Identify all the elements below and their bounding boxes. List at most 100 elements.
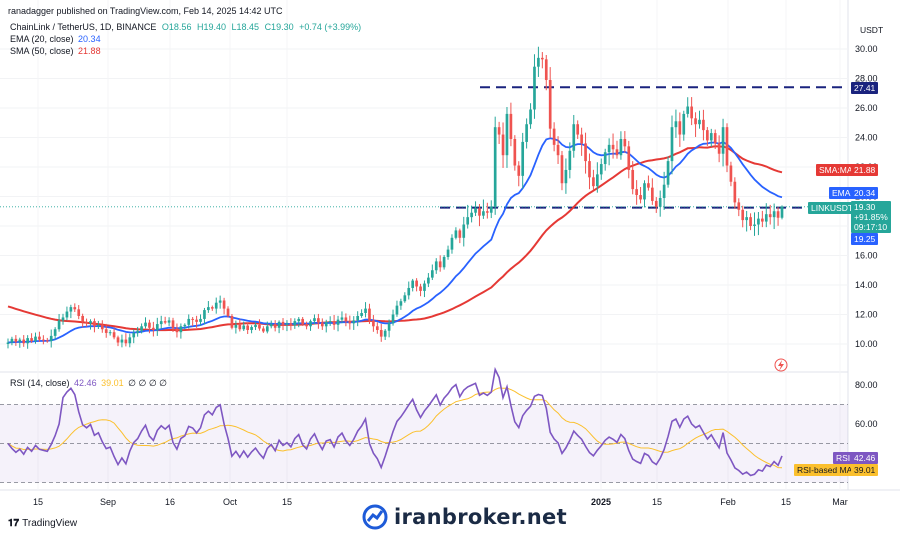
candle-body [446, 249, 450, 257]
candle-body [277, 321, 281, 328]
candle-body [670, 127, 674, 162]
candle-body [568, 150, 572, 170]
candle-body [383, 330, 387, 337]
alert-bolt-shape [778, 360, 784, 371]
candle-body [340, 317, 344, 320]
candle-body [517, 165, 521, 176]
candle-body [281, 321, 285, 325]
candle-body [540, 57, 544, 60]
candle-body [14, 338, 18, 342]
price-tick-label: 26.00 [855, 103, 878, 113]
candle-body [360, 313, 363, 316]
candle-body [320, 322, 324, 327]
candle-body [258, 324, 261, 329]
candle-body [22, 339, 26, 344]
candle-body [183, 324, 187, 327]
ema-name-tag: EMA [829, 187, 854, 199]
candle-body [753, 224, 756, 226]
candle-body [706, 130, 709, 141]
candle-body [124, 339, 128, 344]
candle-body [30, 338, 33, 342]
candle-body [623, 138, 627, 147]
candle-body [328, 321, 332, 323]
candle-body [289, 323, 293, 326]
candle-body [171, 320, 175, 329]
candle-body [112, 332, 116, 338]
candle-body [411, 280, 415, 288]
candle-body [309, 321, 312, 327]
candle-body [61, 317, 65, 321]
candle-body [466, 217, 470, 225]
candle-body [709, 133, 713, 141]
rsi-path [7, 366, 783, 477]
time-tick-label: Mar [832, 497, 848, 507]
candle-body [415, 280, 418, 287]
sma-legend: SMA (50, close) 21.88 [10, 46, 101, 56]
candle-body [651, 187, 654, 201]
rsi-price-tag: 42.46 [851, 452, 879, 464]
candle-body [647, 183, 650, 188]
candle-body [478, 208, 481, 216]
candlesticks [6, 46, 784, 349]
sma-price-tag: 21.88 [851, 164, 879, 176]
publisher-header: ranadagger published on TradingView.com,… [8, 6, 283, 16]
candle-body [611, 144, 615, 150]
time-tick-label: Oct [223, 497, 238, 507]
candle-body [254, 324, 257, 328]
sma-legend-value: 21.88 [78, 46, 101, 56]
candle-body [552, 128, 556, 145]
last-price: 19.30 [854, 202, 876, 212]
candle-body [297, 318, 301, 322]
price-tick-label: 14.00 [855, 280, 878, 290]
candle-body [344, 317, 348, 322]
candle-body [195, 319, 198, 322]
candle-body [678, 121, 682, 135]
candle-body [116, 337, 120, 343]
candle-body [489, 206, 493, 213]
candle-body [356, 315, 360, 321]
candle-body [222, 300, 226, 309]
candle-body [588, 161, 591, 178]
candle-body [560, 155, 564, 184]
candle-body [627, 146, 631, 170]
candle-body [293, 321, 297, 326]
symbol-name-tag: LINKUSDT [808, 202, 857, 214]
candle-body [505, 113, 509, 156]
candle-body [423, 283, 426, 291]
time-tick-label: Sep [100, 497, 116, 507]
candle-body [572, 124, 576, 151]
ohlc-open: O18.56 [161, 22, 192, 32]
rsi-ma-name-tag: RSI-based MA [794, 464, 856, 476]
candle-body [741, 209, 745, 221]
price-tick-label: 10.00 [855, 339, 878, 349]
rsi-legend-value: 42.46 [74, 378, 97, 388]
symbol-title: ChainLink / TetherUS, 1D, BINANCE [10, 22, 157, 32]
candle-body [780, 206, 784, 218]
candle-body [450, 237, 454, 250]
candle-body [6, 342, 10, 344]
rsi-tick-label: 80.00 [855, 380, 878, 390]
candle-body [203, 310, 206, 319]
rsi-name-tag: RSI [833, 452, 854, 464]
candle-body [379, 329, 383, 337]
candle-body [761, 218, 764, 222]
candle-body [674, 121, 678, 128]
candle-body [717, 143, 721, 154]
candle-body [544, 59, 548, 80]
ema-price-tag: 20.34 [851, 187, 879, 199]
candle-body [776, 211, 780, 218]
candle-body [548, 79, 552, 129]
rsi-lines [7, 366, 783, 477]
candle-body [364, 308, 367, 314]
candle-body [737, 202, 741, 210]
candle-body [199, 318, 202, 322]
candle-body [658, 197, 662, 207]
candle-body [596, 174, 599, 187]
sma-legend-label: SMA (50, close) [10, 46, 74, 56]
tradingview-logo[interactable]: 𝟏𝟕 TradingView [8, 518, 78, 529]
rsi-ma-legend-value: 39.01 [101, 378, 124, 388]
ema-legend: EMA (20, close) 20.34 [10, 34, 101, 44]
price-tick-label: 30.00 [855, 44, 878, 54]
candle-body [619, 138, 623, 156]
